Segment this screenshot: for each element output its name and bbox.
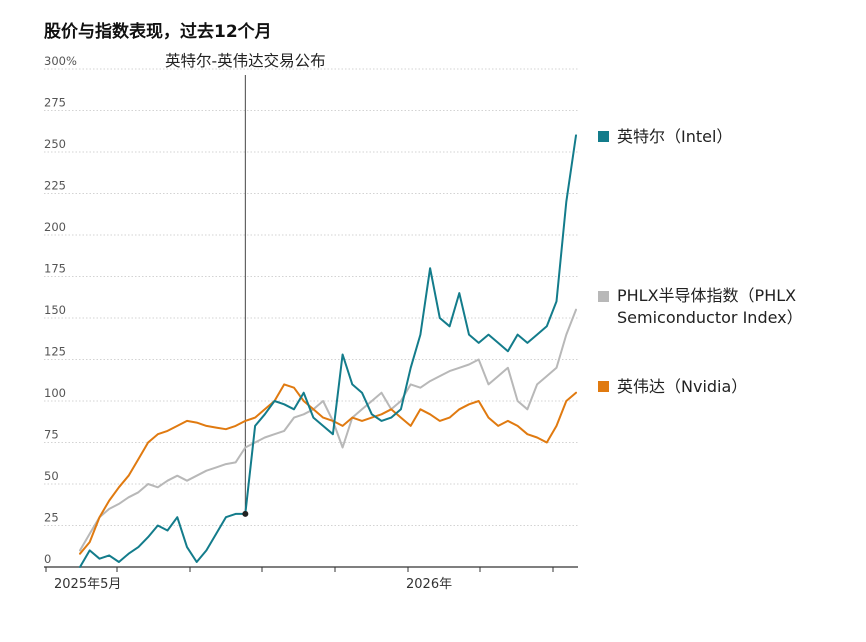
y-axis-ticks: 0 25 50 75 100 125 150 175 200 225 250 275 300% (44, 54, 77, 566)
y-tick-label: 125 (44, 345, 66, 359)
legend-intel-label: 英特尔（Intel） (617, 127, 733, 146)
y-tick-label: 0 (44, 552, 51, 566)
series-line-0 (79, 134, 577, 568)
legend-nvidia: 英伟达（Nvidia） (598, 376, 747, 398)
gridlines (44, 68, 578, 526)
legend-phlx: PHLX半导体指数（PHLX Semiconductor Index） (598, 285, 823, 329)
y-tick-label: 175 (44, 262, 66, 276)
legend-phlx-label: PHLX半导体指数（PHLX Semiconductor Index） (617, 286, 803, 327)
annotation-point (242, 510, 249, 517)
series-line-2 (79, 383, 577, 555)
legend-phlx-swatch (598, 291, 609, 302)
series-line-1 (79, 308, 577, 552)
legend-intel-swatch (598, 131, 609, 142)
legend-nvidia-swatch (598, 381, 609, 392)
x-axis: 2025年5月 2026年 (44, 566, 578, 592)
legend-intel: 英特尔（Intel） (598, 126, 732, 148)
x-tick-label: 2026年 (406, 577, 452, 592)
y-tick-label: 150 (44, 303, 66, 317)
legend-nvidia-label: 英伟达（Nvidia） (617, 377, 748, 396)
y-tick-label: 100 (44, 386, 66, 400)
y-tick-label: 225 (44, 179, 66, 193)
y-tick-label: 50 (44, 469, 59, 483)
y-tick-label: 200 (44, 220, 66, 234)
y-tick-label: 75 (44, 428, 59, 442)
annotation-label: 英特尔-英伟达交易公布 (165, 52, 326, 70)
y-tick-label: 25 (44, 511, 59, 525)
y-tick-label: 250 (44, 137, 66, 151)
annotation: 英特尔-英伟达交易公布 (165, 52, 326, 514)
y-tick-label: 300% (44, 54, 77, 68)
y-tick-label: 275 (44, 96, 66, 110)
series-lines (79, 134, 577, 568)
x-tick-label: 2025年5月 (54, 577, 121, 592)
chart-title: 股价与指数表现，过去12个月 (44, 22, 272, 42)
